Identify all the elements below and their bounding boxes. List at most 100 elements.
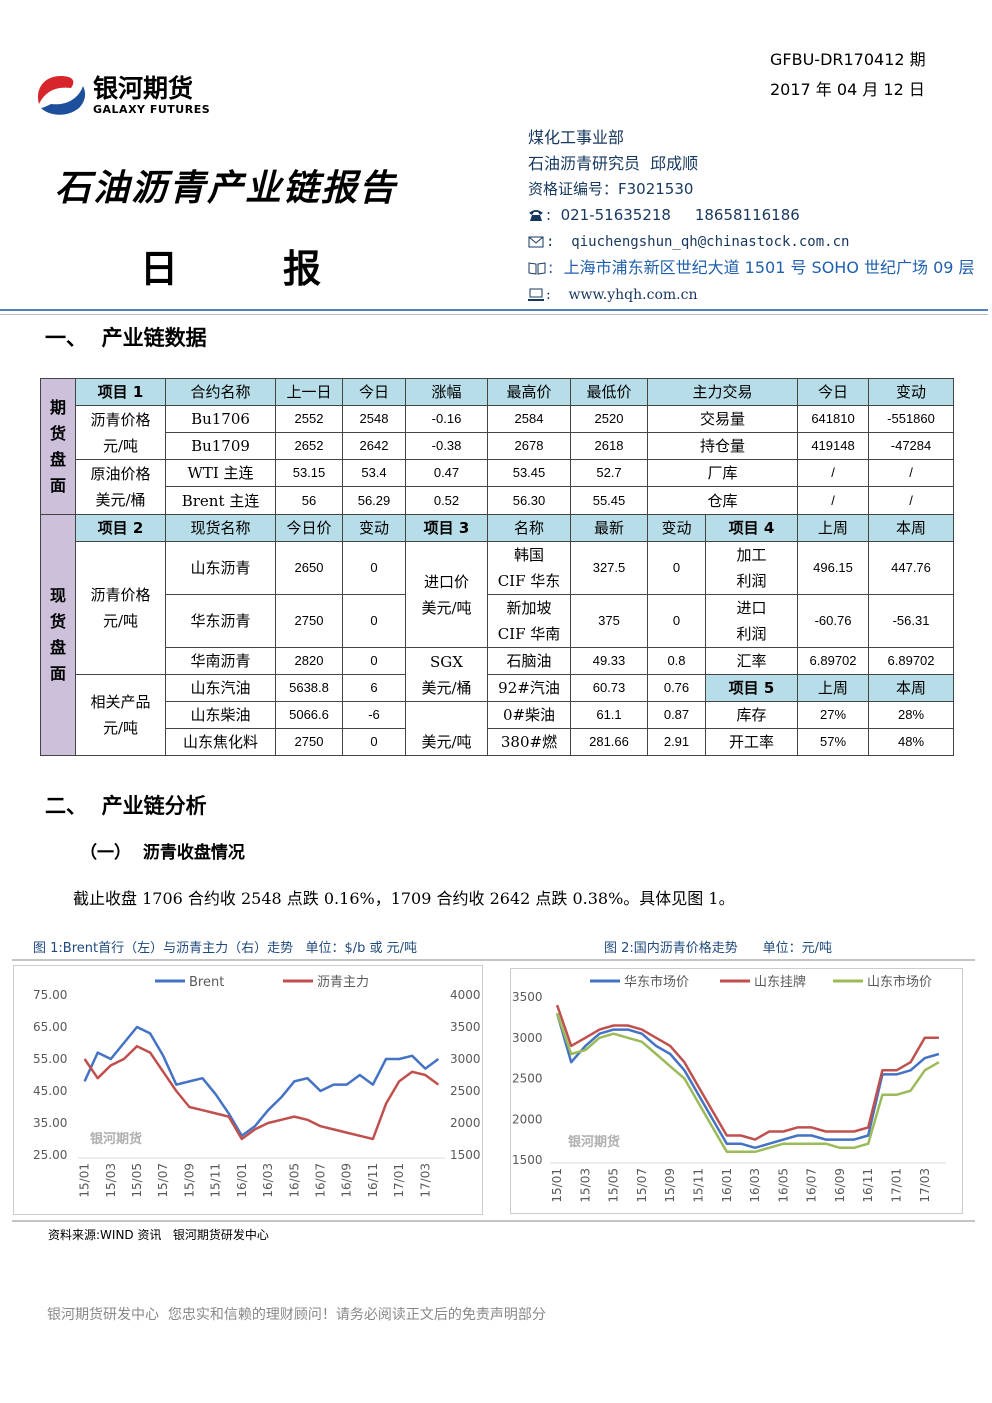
- page-footer: 银河期货研发中心 您忠实和信赖的理财顾问！请务必阅读正文后的免责声明部分: [47, 1307, 546, 1323]
- table-cell: 华东沥青: [165, 594, 276, 648]
- x-tick-label: 16/09: [833, 1168, 847, 1203]
- cell-line: 利润: [736, 625, 767, 643]
- legend-label: 山东市场价: [867, 974, 932, 990]
- table-cell: 2642: [342, 432, 406, 460]
- table-cell: 0.52: [405, 486, 488, 515]
- table-cell: /: [868, 459, 955, 487]
- y2-tick-label: 2500: [450, 1084, 481, 1098]
- table-cell: Bu1706: [165, 405, 276, 433]
- x-tick-label: 15/03: [104, 1163, 118, 1198]
- table-cell: 相关产品 元/吨: [75, 674, 166, 756]
- y-tick-label: 55.00: [33, 1052, 67, 1066]
- x-tick-label: 16/07: [805, 1168, 819, 1203]
- table-cell: 2584: [487, 405, 571, 433]
- table-cell: 53.4: [342, 459, 406, 487]
- chart-frame: [510, 968, 963, 1214]
- x-tick-label: 16/11: [366, 1163, 380, 1198]
- cell-line: CIF 华南: [497, 625, 561, 643]
- table-cell: -60.76: [797, 594, 870, 648]
- table-cell: 项目 3: [405, 514, 488, 542]
- table-cell: 52.7: [570, 459, 648, 487]
- cell-line: 沥青价格: [90, 410, 151, 429]
- table-cell: 变动: [647, 514, 706, 542]
- x-tick-label: 16/09: [340, 1163, 354, 1198]
- table-cell: 变动: [868, 378, 955, 406]
- contact-dept: 煤化工事业部: [528, 128, 625, 147]
- report-date: 2017 年 04 月 12 日: [770, 80, 925, 99]
- x-tick-label: 15/11: [692, 1168, 706, 1203]
- cell-line: 元/吨: [102, 719, 139, 737]
- contact-phone: : 021-51635218 18658116186: [546, 206, 800, 224]
- series-line: [555, 1012, 940, 1150]
- report-subtitle: 日: [140, 247, 179, 291]
- table-cell: -551860: [868, 405, 955, 433]
- table-cell: 开工率: [704, 728, 799, 756]
- table-cell: 2650: [275, 541, 343, 595]
- x-tick-label: 15/09: [663, 1168, 677, 1203]
- x-tick-label: 15/11: [209, 1163, 223, 1198]
- table-cell: 641810: [797, 405, 870, 433]
- table-cell: 项目 2: [75, 514, 166, 542]
- table-cell: 上周: [797, 674, 870, 702]
- header-rule: [0, 309, 988, 311]
- cell-line: 美元/桶: [421, 678, 472, 697]
- contact-web: : www.yhqh.com.cn: [546, 287, 698, 303]
- cell-line: 美元/桶: [95, 491, 146, 509]
- table-cell: 项目 1: [75, 378, 166, 406]
- cell-line: 沥青价格: [90, 586, 151, 604]
- logo-subtext: GALAXY FUTURES: [93, 103, 211, 116]
- table-cell: 华南沥青: [165, 647, 276, 675]
- x-tick-label: 16/03: [748, 1168, 762, 1203]
- table-cell: 新加坡 CIF 华南: [487, 594, 571, 648]
- y2-tick-label: 3500: [450, 1020, 481, 1034]
- y-tick-label: 35.00: [33, 1116, 67, 1130]
- x-tick-label: 15/05: [130, 1163, 144, 1198]
- x-tick-label: 16/05: [776, 1168, 790, 1203]
- table-cell: 期货盘面: [40, 378, 76, 515]
- cell-line: 韩国: [513, 546, 544, 564]
- series-line: [555, 1012, 940, 1154]
- table-cell: 变动: [342, 514, 406, 542]
- legend-label: Brent: [189, 975, 224, 990]
- logo-text: 银河期货: [93, 74, 194, 103]
- table-cell: 2678: [487, 432, 571, 460]
- logo-icon: [37, 76, 86, 115]
- y-tick-label: 1500: [512, 1153, 543, 1167]
- table-cell: 92#汽油: [487, 674, 571, 702]
- table-cell: 今日: [342, 378, 406, 406]
- table-cell: 现货名称: [165, 514, 276, 542]
- table-cell: 55.45: [570, 486, 648, 515]
- paragraph: 截止收盘 1706 合约收 2548 点跌 0.16%，1709 合约收 264…: [73, 889, 735, 908]
- table-cell: 持仓量: [646, 432, 799, 460]
- contact-analyst: 石油沥青研究员 邱成顺: [528, 154, 699, 173]
- table-cell: 375: [570, 594, 648, 648]
- table-cell: 0: [342, 728, 406, 756]
- table-cell: 今日价: [275, 514, 343, 542]
- table-cell: 60.73: [570, 674, 648, 702]
- y2-tick-label: 4000: [450, 988, 481, 1002]
- table-cell: 美元/吨: [405, 701, 488, 756]
- mail-icon: [528, 236, 544, 248]
- x-tick-label: 15/07: [156, 1163, 170, 1198]
- x-tick-label: 16/01: [720, 1168, 734, 1203]
- y-tick-label: 3500: [512, 990, 543, 1004]
- table-cell: 汇率: [704, 647, 799, 675]
- table-cell: 49.33: [570, 647, 648, 675]
- y-tick-label: 2500: [512, 1072, 543, 1086]
- section-heading: 一、 产业链数据: [45, 326, 207, 350]
- series-line: [83, 1044, 440, 1141]
- legend-label: 沥青主力: [317, 975, 369, 990]
- cell-line: 进口价: [423, 572, 469, 591]
- cell-line: 美元/吨: [421, 598, 472, 617]
- table-cell: 山东沥青: [165, 541, 276, 595]
- chart-caption: 图 2:国内沥青价格走势 单位：元/吨: [604, 941, 832, 956]
- table-cell: 沥青价格 元/吨: [75, 405, 166, 460]
- y2-tick-label: 3000: [450, 1052, 481, 1066]
- table-cell: Bu1709: [165, 432, 276, 460]
- x-tick-label: 17/01: [392, 1163, 406, 1198]
- table-cell: 山东焦化料: [165, 728, 276, 756]
- table-cell: 沥青价格 元/吨: [75, 541, 166, 675]
- x-tick-label: 16/11: [861, 1168, 875, 1203]
